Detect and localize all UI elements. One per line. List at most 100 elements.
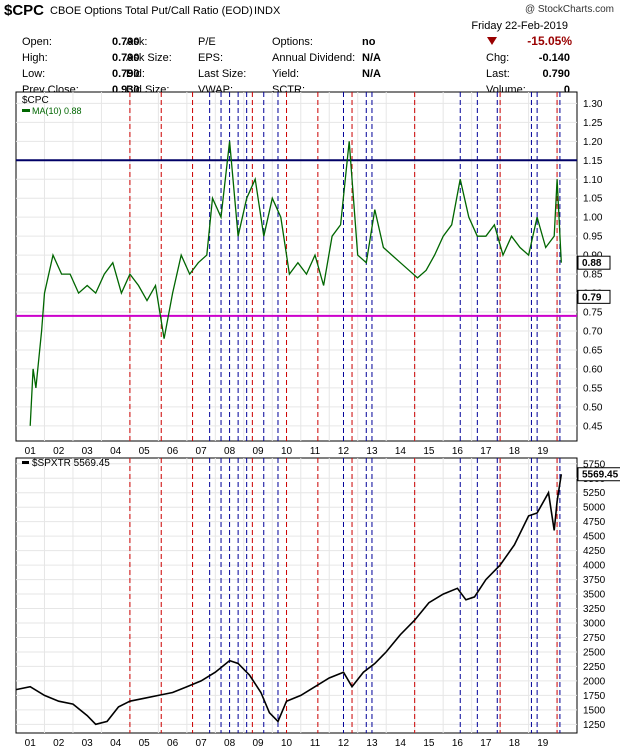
bot-xtick-label-12: 13: [366, 738, 378, 749]
chart-header: $CPC CBOE Options Total Put/Call Ratio (…: [4, 2, 614, 48]
bot-ytick-label-14: 4750: [583, 517, 606, 528]
top-xtick-label-5: 06: [167, 446, 179, 457]
bot-ytick-label-13: 4500: [583, 532, 606, 543]
top-ytick-label-16: 1.25: [583, 118, 603, 129]
top-ytick-label-12: 1.05: [583, 194, 603, 205]
bot-ytick-label-1: 1500: [583, 705, 606, 716]
spx-y-axis: 1250 1500 1750 2000 2250 2500 2750 3000 3250 3500…: [583, 459, 606, 731]
bot-xtick-label-1: 02: [53, 738, 65, 749]
bot-ytick-label-3: 2000: [583, 676, 606, 687]
spx-x-axis: 01 02 03 04 05 06 07 08 09 10 11 12 13 14 15 16 17 18 19: [25, 738, 549, 749]
bot-xtick-label-16: 17: [480, 738, 492, 749]
field-right-value-2: 0: [564, 84, 570, 96]
top-ytick-label-8: 0.85: [583, 270, 603, 281]
bot-ytick-label-18: 5750: [583, 459, 606, 470]
top-ytick-label-2: 0.55: [583, 383, 603, 394]
top-xtick-label-18: 19: [537, 446, 549, 457]
cpc-y-axis: 0.450.500.550.600.650.700.750.800.850.90…: [583, 99, 603, 432]
change-percent: -15.05%: [527, 34, 572, 48]
field-mid3-label-0: Options:: [272, 36, 313, 48]
bot-xtick-label-6: 07: [196, 738, 208, 749]
cpc-panel-frame: [15, 91, 578, 442]
legend-ma-swatch: [22, 109, 30, 112]
bot-ytick-label-5: 2500: [583, 647, 606, 658]
bot-ytick-label-0: 1250: [583, 720, 606, 731]
top-xtick-label-2: 03: [82, 446, 94, 457]
bot-ytick-label-4: 2250: [583, 662, 606, 673]
symbol-name: CBOE Options Total Put/Call Ratio (EOD): [50, 5, 253, 17]
bot-ytick-label-12: 4250: [583, 546, 606, 557]
spx-series-line: [15, 474, 563, 726]
field-left-value-0: 0.790: [112, 36, 140, 48]
bot-ytick-label-9: 3500: [583, 590, 606, 601]
field-left-label-2: Low:: [22, 68, 45, 80]
top-ytick-label-6: 0.75: [583, 308, 603, 319]
top-xtick-label-16: 17: [480, 446, 492, 457]
top-xtick-label-13: 14: [395, 446, 407, 457]
bot-badge-label-0: 5569.45: [582, 470, 619, 481]
top-badge-box-0: [577, 255, 611, 270]
cpc-value-badges: 0.88 0.79: [577, 255, 611, 304]
top-ytick-label-0: 0.45: [583, 421, 603, 432]
top-xtick-label-6: 07: [196, 446, 208, 457]
bot-xtick-label-5: 06: [167, 738, 179, 749]
bot-xtick-label-15: 16: [452, 738, 464, 749]
top-ytick-label-1: 0.50: [583, 402, 603, 413]
field-mid3-value-2: N/A: [362, 68, 381, 80]
spx-value-badges: 5569.45: [577, 467, 620, 482]
cpc-series-line: [29, 141, 562, 426]
field-mid-label-2: Bid:: [126, 68, 145, 80]
bot-ytick-label-10: 3750: [583, 575, 606, 586]
top-xtick-label-3: 04: [110, 446, 122, 457]
field-right-label-0: Chg:: [486, 52, 509, 64]
legend-cpc: $CPC: [22, 95, 49, 106]
bot-ytick-label-11: 4000: [583, 561, 606, 572]
top-xtick-label-7: 08: [224, 446, 236, 457]
quote-date: Friday 22-Feb-2019: [471, 20, 568, 32]
top-ytick-label-10: 0.95: [583, 232, 603, 243]
top-badge-label-1: 0.79: [582, 292, 602, 303]
bot-ytick-label-6: 2750: [583, 633, 606, 644]
legend-ma: MA(10) 0.88: [32, 106, 82, 116]
spx-cycle-lines: [129, 458, 561, 733]
field-left-value-2: 0.790: [112, 68, 140, 80]
top-ytick-label-13: 1.10: [583, 175, 603, 186]
bot-xtick-label-11: 12: [338, 738, 350, 749]
top-xtick-label-0: 01: [25, 446, 37, 457]
bot-xtick-label-18: 19: [537, 738, 549, 749]
cpc-x-axis: 01 02 03 04 05 06 07 08 09 10 11 12 13 14 15 16 17 18 19: [25, 446, 549, 457]
field-left-value-1: 0.790: [112, 52, 140, 64]
down-triangle-icon: [487, 37, 497, 45]
field-mid-label-1: Ask Size:: [126, 52, 172, 64]
bot-xtick-label-4: 05: [139, 738, 151, 749]
top-badge-box-1: [577, 289, 611, 304]
bot-xtick-label-8: 09: [252, 738, 264, 749]
top-xtick-label-8: 09: [252, 446, 264, 457]
top-xtick-label-12: 13: [366, 446, 378, 457]
top-xtick-label-4: 05: [139, 446, 151, 457]
top-xtick-label-11: 12: [338, 446, 350, 457]
bot-badge-box-0: [577, 467, 620, 482]
field-right-label-1: Last:: [486, 68, 510, 80]
field-mid3-label-1: Annual Dividend:: [272, 52, 355, 64]
top-xtick-label-15: 16: [452, 446, 464, 457]
spx-legend: $SPXTR 5569.45: [22, 458, 110, 469]
top-xtick-label-14: 15: [423, 446, 435, 457]
top-ytick-label-17: 1.30: [583, 99, 603, 110]
top-ytick-label-15: 1.20: [583, 137, 603, 148]
legend-spx-swatch: [22, 461, 29, 464]
top-xtick-label-17: 18: [509, 446, 521, 457]
spx-panel-frame: [15, 457, 578, 734]
cpc-cycle-lines: [129, 92, 561, 441]
top-xtick-label-10: 11: [310, 446, 321, 457]
field-right-value-0: -0.140: [539, 52, 570, 64]
top-ytick-label-3: 0.60: [583, 364, 603, 375]
field-mid-label-0: Ask:: [126, 36, 147, 48]
field-mid3-label-2: Yield:: [272, 68, 299, 80]
top-badge-label-0: 0.88: [582, 258, 602, 269]
bot-xtick-label-0: 01: [25, 738, 37, 749]
cpc-reference-lines: [16, 159, 577, 317]
bot-xtick-label-13: 14: [395, 738, 407, 749]
cpc-legend: $CPC MA(10) 0.88: [22, 95, 82, 116]
